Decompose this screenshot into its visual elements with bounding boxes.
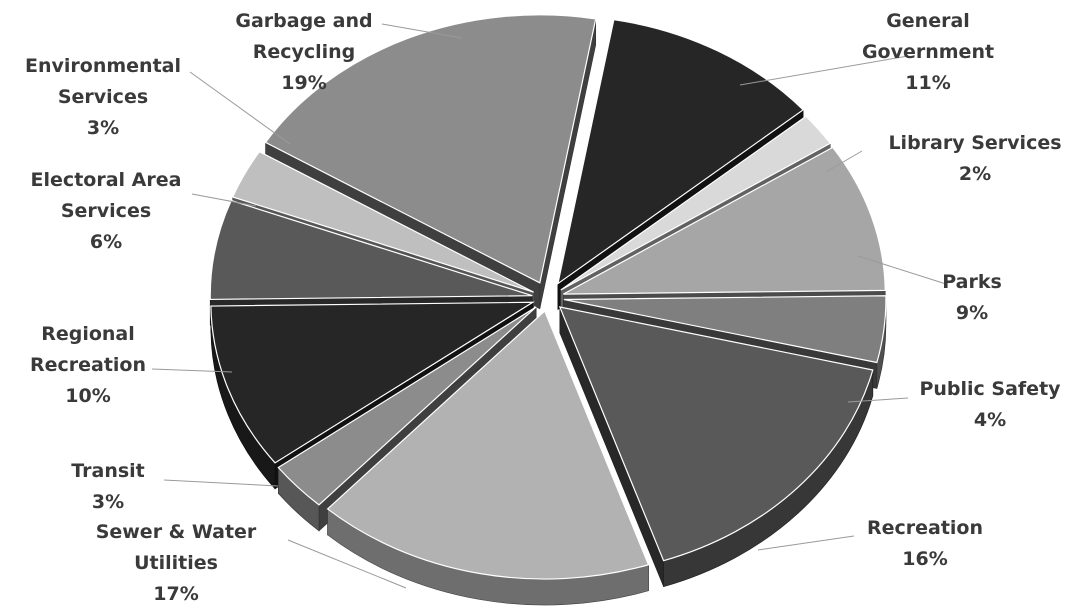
- slice-name-line: Recreation: [30, 354, 146, 376]
- slice-label-sewer-and-water-utilities: Sewer & Water Utilities 17%: [96, 521, 257, 605]
- pie-slice-general-government: [557, 18, 805, 285]
- slice-name-line: General: [886, 10, 970, 32]
- leader-line-environmental-services: [189, 71, 291, 145]
- slice-percent: 3%: [87, 117, 119, 139]
- slice-percent: 4%: [974, 409, 1006, 431]
- pie-slice-parks: [563, 146, 886, 295]
- leader-line-general-government: [739, 55, 909, 86]
- slice-name-line: Services: [58, 86, 148, 108]
- slice-percent: 2%: [959, 163, 991, 185]
- slice-name-line: Government: [862, 41, 994, 63]
- pie-slice-sewer-and-water-utilities: [326, 310, 650, 580]
- slice-name-line: Sewer & Water: [96, 521, 257, 543]
- slice-percent: 11%: [905, 72, 950, 94]
- slice-percent: 9%: [956, 302, 988, 324]
- pie-slice-public-safety: [563, 295, 887, 364]
- leader-line-regional-recreation: [151, 368, 233, 373]
- leader-line-recreation: [757, 535, 855, 551]
- slice-name-line: Transit: [71, 460, 145, 482]
- slice-name-line: Garbage and: [235, 10, 372, 32]
- leader-line-library-services: [825, 150, 863, 173]
- slice-name-line: Electoral Area: [31, 169, 182, 191]
- pie-slice-environmental-services: [231, 150, 534, 293]
- pie-slice-regional-recreation: [210, 301, 535, 464]
- slice-tops-layer: [209, 14, 887, 580]
- leader-line-sewer-and-water-utilities: [287, 539, 407, 589]
- slice-name-line: Utilities: [134, 552, 218, 574]
- slice-label-public-safety: Public Safety 4%: [919, 378, 1061, 431]
- slice-percent: 17%: [153, 583, 198, 605]
- leader-line-electoral-area-services: [191, 193, 257, 207]
- slice-label-transit: Transit 3%: [71, 460, 145, 513]
- leader-lines-layer: [151, 23, 947, 589]
- slice-percent: 10%: [65, 385, 110, 407]
- slice-percent: 6%: [90, 231, 122, 253]
- pie-slice-recreation: [558, 306, 874, 562]
- slice-percent: 19%: [281, 72, 326, 94]
- pie-slice-garbage-and-recycling: [264, 14, 597, 284]
- slice-name-line: Recreation: [867, 517, 983, 539]
- slice-label-recreation: Recreation 16%: [867, 517, 983, 570]
- leader-line-parks: [857, 255, 947, 285]
- slice-name-line: Recycling: [253, 41, 356, 63]
- leader-line-transit: [163, 479, 279, 487]
- slice-label-garbage-and-recycling: Garbage and Recycling 19%: [235, 10, 372, 94]
- slice-percent: 3%: [92, 491, 124, 513]
- slice-percent: 16%: [902, 548, 947, 570]
- slice-name-line: Public Safety: [919, 378, 1061, 400]
- slice-label-electoral-area-services: Electoral Area Services 6%: [31, 169, 182, 253]
- leader-line-public-safety: [847, 397, 909, 403]
- slice-label-general-government: General Government 11%: [862, 10, 994, 94]
- slice-label-environmental-services: Environmental Services 3%: [25, 55, 181, 139]
- slice-name-line: Regional: [41, 323, 135, 345]
- slice-label-parks: Parks 9%: [942, 271, 1002, 324]
- slice-name-line: Environmental: [25, 55, 181, 77]
- slice-name-line: Parks: [942, 271, 1002, 293]
- slice-name-line: Services: [61, 200, 151, 222]
- pie-slice-transit: [277, 306, 537, 506]
- pie-slice-library-services: [560, 115, 832, 291]
- slice-label-regional-recreation: Regional Recreation 10%: [30, 323, 146, 407]
- slice-label-library-services: Library Services 2%: [888, 132, 1061, 185]
- leader-line-garbage-and-recycling: [381, 23, 463, 39]
- slice-labels-layer: General Government 11% Library Services 2% Pa…: [25, 10, 1062, 605]
- slice-name-line: Library Services: [888, 132, 1061, 154]
- pie-slice-electoral-area-services: [209, 199, 533, 301]
